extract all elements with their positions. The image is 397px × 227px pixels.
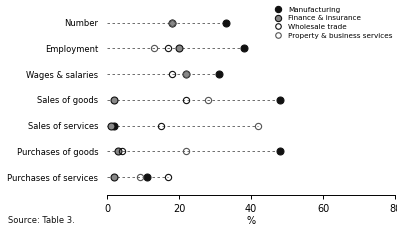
Text: Source: Table 3.: Source: Table 3. — [8, 216, 75, 225]
Legend: Manufacturing, Finance & insurance, Wholesale trade, Property & business service: Manufacturing, Finance & insurance, Whol… — [270, 5, 394, 40]
X-axis label: %: % — [247, 216, 256, 226]
